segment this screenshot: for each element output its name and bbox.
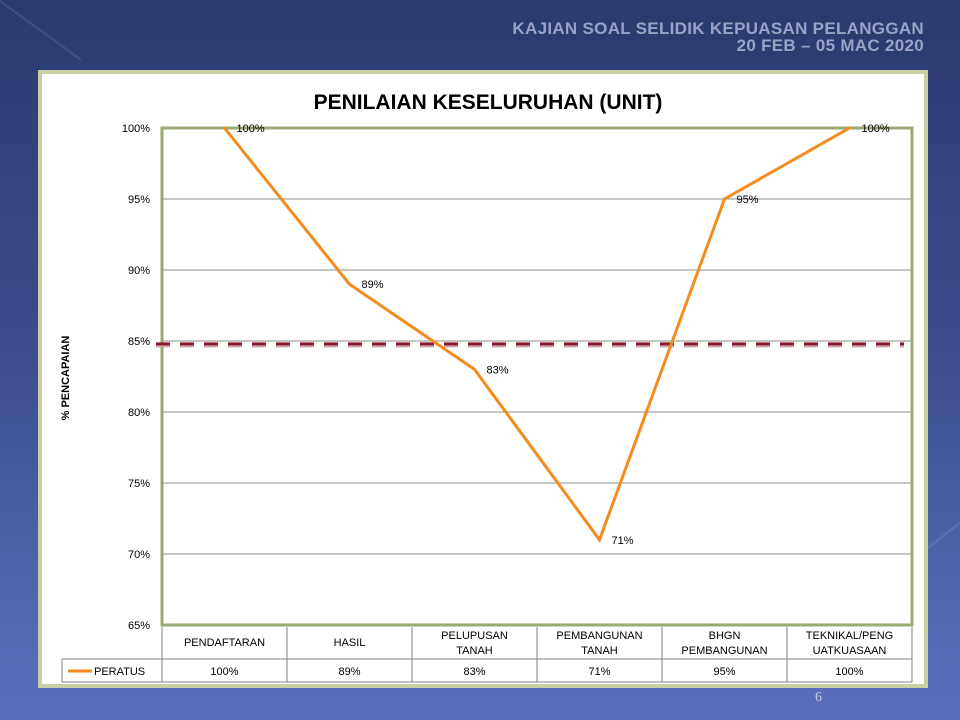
x-category-label: PELUPUSAN bbox=[441, 630, 508, 642]
data-point bbox=[723, 197, 726, 201]
x-category-label: PENDAFTARAN bbox=[184, 637, 265, 649]
data-point bbox=[598, 538, 601, 542]
y-tick-label: 85% bbox=[128, 336, 150, 348]
x-category-label: UATKUASAAN bbox=[813, 645, 887, 657]
series-line bbox=[223, 126, 851, 543]
x-category-label: TANAH bbox=[581, 645, 618, 657]
data-label: 71% bbox=[612, 535, 634, 547]
x-category-label: PEMBANGUNAN bbox=[681, 645, 767, 657]
data-label: 95% bbox=[737, 194, 759, 206]
table-value: 71% bbox=[588, 666, 610, 678]
y-tick-label: 95% bbox=[128, 194, 150, 206]
header-title: KAJIAN SOAL SELIDIK KEPUASAN PELANGGAN bbox=[512, 19, 924, 38]
y-tick-label: 75% bbox=[128, 478, 150, 490]
y-tick-label: 90% bbox=[128, 265, 150, 277]
data-point bbox=[848, 126, 851, 130]
x-category-label: BHGN bbox=[709, 630, 741, 642]
y-tick-label: 70% bbox=[128, 549, 150, 561]
y-tick-label: 80% bbox=[128, 407, 150, 419]
data-label: 89% bbox=[362, 279, 384, 291]
data-label: 83% bbox=[487, 364, 509, 376]
data-label: 100% bbox=[237, 123, 265, 135]
chart-panel: PENILAIAN KESELURUHAN (UNIT) % PENCAPAIA… bbox=[38, 70, 928, 688]
data-point bbox=[223, 126, 226, 130]
y-tick-label: 100% bbox=[122, 123, 150, 135]
data-point bbox=[473, 367, 476, 371]
table-value: 83% bbox=[463, 666, 485, 678]
table-value: 100% bbox=[835, 666, 863, 678]
x-category-label: HASIL bbox=[334, 637, 366, 649]
data-label: 100% bbox=[862, 123, 890, 135]
slide-header: KAJIAN SOAL SELIDIK KEPUASAN PELANGGAN 2… bbox=[512, 20, 924, 54]
plot-area-border bbox=[160, 126, 914, 627]
header-date: 20 FEB – 05 MAC 2020 bbox=[736, 36, 924, 55]
y-axis-label: % PENCAPAIAN bbox=[60, 336, 72, 421]
x-category-label: PEMBANGUNAN bbox=[556, 630, 642, 642]
chart-title: PENILAIAN KESELURUHAN (UNIT) bbox=[314, 91, 663, 114]
legend-series-name: PERATUS bbox=[94, 666, 145, 678]
decorative-line bbox=[0, 0, 82, 61]
table-value: 100% bbox=[210, 666, 238, 678]
data-point bbox=[348, 282, 351, 286]
x-category-label: TEKNIKAL/PENG bbox=[806, 630, 893, 642]
x-category-label: TANAH bbox=[456, 645, 493, 657]
y-tick-label: 65% bbox=[128, 620, 150, 632]
page-number: 6 bbox=[815, 690, 822, 705]
line-chart: PENILAIAN KESELURUHAN (UNIT) % PENCAPAIA… bbox=[60, 91, 914, 683]
table-value: 89% bbox=[338, 666, 360, 678]
table-value: 95% bbox=[713, 666, 735, 678]
